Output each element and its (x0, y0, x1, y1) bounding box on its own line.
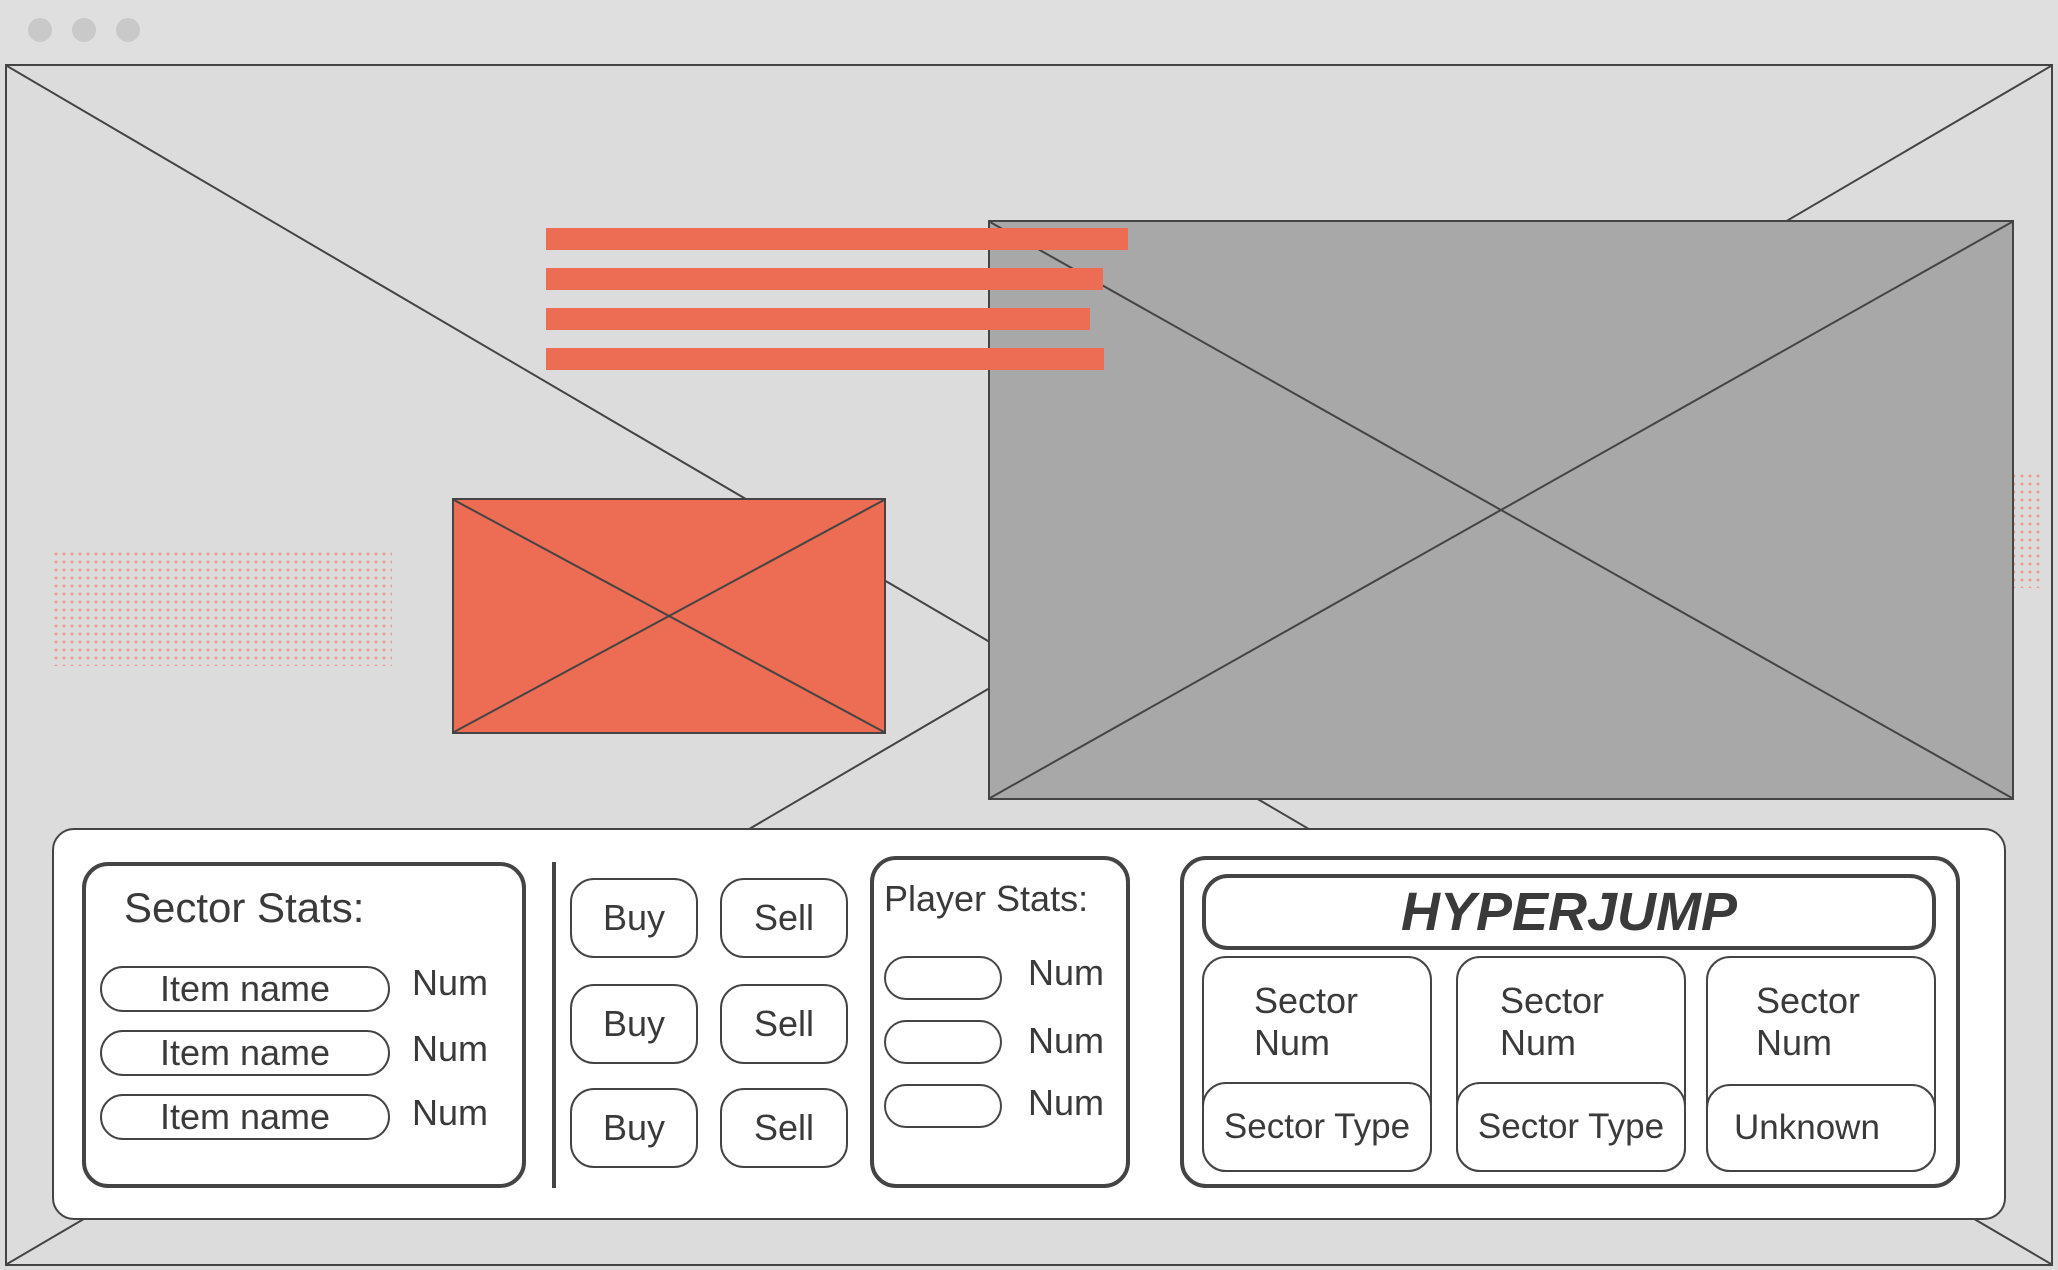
sector-card-num: Num (1500, 1022, 1577, 1063)
window-maximize-dot[interactable] (116, 18, 140, 42)
sector-item-value: Num (412, 1028, 489, 1069)
sector-card-label: Sector (1254, 980, 1359, 1021)
title-text-line (546, 228, 1128, 250)
dotted-pattern-left (52, 550, 392, 666)
sector-card-label: Sector (1500, 980, 1605, 1021)
player-stat-field[interactable] (884, 1084, 1002, 1128)
sector-item-value: Num (412, 962, 489, 1003)
player-stat-field[interactable] (884, 956, 1002, 1000)
window-minimize-dot[interactable] (72, 18, 96, 42)
sector-card-num: Num (1756, 1022, 1833, 1063)
sector-type-label: Sector Type (1202, 1082, 1432, 1172)
title-text-line (546, 308, 1090, 330)
player-stat-value: Num (1028, 1082, 1105, 1123)
orange-image-placeholder (452, 498, 886, 734)
buy-button[interactable]: Buy (570, 878, 698, 958)
title-text-line (546, 348, 1104, 370)
sector-item-name[interactable]: Item name (100, 966, 390, 1012)
player-stat-field[interactable] (884, 1020, 1002, 1064)
main-image-placeholder (988, 220, 2014, 800)
sector-item-name[interactable]: Item name (100, 1094, 390, 1140)
buy-button[interactable]: Buy (570, 1088, 698, 1168)
player-stat-value: Num (1028, 952, 1105, 993)
sell-button[interactable]: Sell (720, 1088, 848, 1168)
panel-divider (552, 862, 556, 1188)
sell-button[interactable]: Sell (720, 984, 848, 1064)
buy-button[interactable]: Buy (570, 984, 698, 1064)
sell-button[interactable]: Sell (720, 878, 848, 958)
sector-card-num: Num (1254, 1022, 1331, 1063)
sector-type-label: Unknown (1706, 1084, 1936, 1172)
sector-item-value: Num (412, 1092, 489, 1133)
window-titlebar (0, 0, 2058, 64)
sector-stats-title: Sector Stats: (124, 884, 365, 931)
sector-item-name[interactable]: Item name (100, 1030, 390, 1076)
hyperjump-button[interactable]: HYPERJUMP (1202, 874, 1936, 950)
sector-card-label: Sector (1756, 980, 1861, 1021)
player-stat-value: Num (1028, 1020, 1105, 1061)
window-close-dot[interactable] (28, 18, 52, 42)
player-stats-title: Player Stats: (884, 878, 1089, 919)
title-text-line (546, 268, 1103, 290)
sector-type-label: Sector Type (1456, 1082, 1686, 1172)
